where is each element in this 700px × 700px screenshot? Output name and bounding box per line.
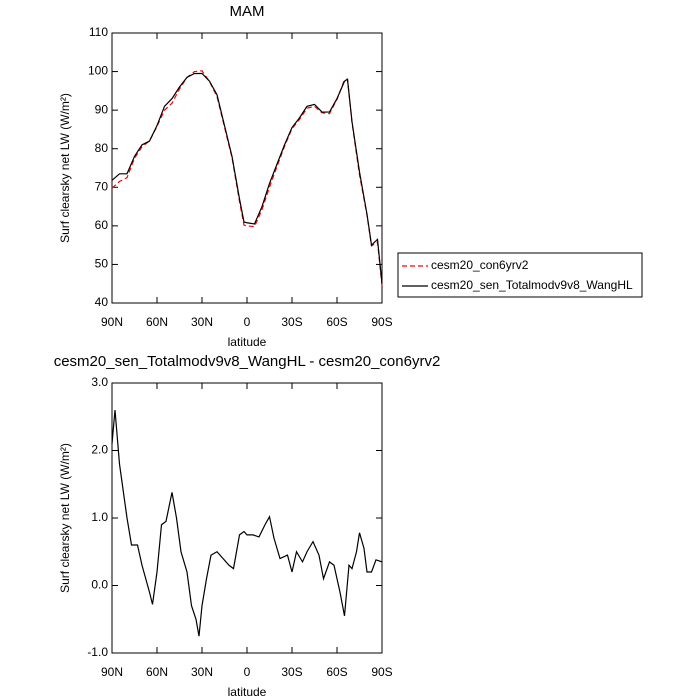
x-tick-label: 0 xyxy=(244,665,251,679)
x-tick-label: 90N xyxy=(101,315,123,329)
plot-frame xyxy=(111,382,383,654)
y-axis-label: Surf clearsky net LW (W/m²) xyxy=(58,93,72,243)
plot-frame xyxy=(111,32,383,304)
y-tick-label: 60 xyxy=(95,218,109,232)
x-tick-label: 90N xyxy=(101,665,123,679)
x-tick-label: 0 xyxy=(244,315,251,329)
y-tick-label: -1.0 xyxy=(87,645,108,659)
x-tick-label: 60N xyxy=(146,315,168,329)
y-tick-label: 2.0 xyxy=(91,443,108,457)
x-axis-label: latitude xyxy=(228,335,267,349)
legend-label: cesm20_sen_Totalmodv9v8_WangHL xyxy=(431,278,633,292)
x-tick-label: 90S xyxy=(371,665,392,679)
chart-title: cesm20_sen_Totalmodv9v8_WangHL - cesm20_… xyxy=(54,353,441,370)
y-tick-label: 80 xyxy=(95,141,109,155)
x-tick-label: 30S xyxy=(281,665,302,679)
data-line xyxy=(111,70,383,286)
data-line xyxy=(111,409,383,637)
x-tick-label: 60N xyxy=(146,665,168,679)
y-tick-label: 3.0 xyxy=(91,375,108,389)
y-axis-label: Surf clearsky net LW (W/m²) xyxy=(58,443,72,593)
legend-box xyxy=(397,252,643,298)
y-tick-label: 100 xyxy=(88,64,108,78)
x-axis-label: latitude xyxy=(228,685,267,699)
legend-label: cesm20_con6yrv2 xyxy=(431,258,529,272)
x-tick-label: 30N xyxy=(191,315,213,329)
x-tick-label: 60S xyxy=(326,315,347,329)
x-tick-label: 90S xyxy=(371,315,392,329)
y-tick-label: 1.0 xyxy=(91,510,108,524)
chart-title: MAM xyxy=(230,3,265,20)
y-tick-label: 110 xyxy=(89,25,108,39)
x-tick-label: 60S xyxy=(326,665,347,679)
y-tick-label: 40 xyxy=(95,295,109,309)
y-tick-label: 70 xyxy=(95,179,109,193)
x-tick-label: 30N xyxy=(191,665,213,679)
data-line xyxy=(111,72,383,284)
x-tick-label: 30S xyxy=(281,315,302,329)
y-tick-label: 50 xyxy=(95,257,109,271)
y-tick-label: 90 xyxy=(95,102,109,116)
y-tick-label: 0.0 xyxy=(91,578,108,592)
